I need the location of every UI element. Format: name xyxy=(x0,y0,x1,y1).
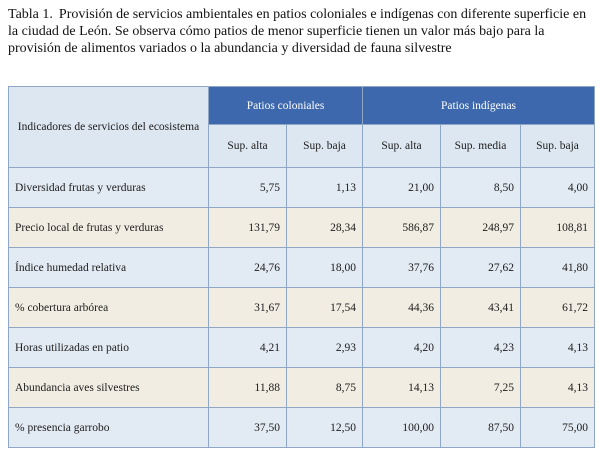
cell-value: 5,75 xyxy=(208,167,287,208)
row-label: % cobertura arbórea xyxy=(8,287,209,328)
cell-value: 21,00 xyxy=(362,167,441,208)
cell-value: 1,13 xyxy=(286,167,363,208)
cell-value: 87,50 xyxy=(440,407,521,448)
cell-value: 41,80 xyxy=(520,247,595,288)
cell-value: 4,23 xyxy=(440,327,521,368)
table-row: % presencia garrobo 37,50 12,50 100,00 8… xyxy=(8,407,595,448)
subheader-indigena-media: Sup. media xyxy=(440,124,521,168)
cell-value: 4,00 xyxy=(520,167,595,208)
cell-value: 24,76 xyxy=(208,247,287,288)
table-row: Precio local de frutas y verduras 131,79… xyxy=(8,207,595,248)
group-header-coloniales: Patios coloniales xyxy=(208,85,363,126)
subheader-colonial-baja: Sup. baja xyxy=(286,124,363,168)
group-header-indigenas: Patios indígenas xyxy=(362,85,595,126)
cell-value: 43,41 xyxy=(440,287,521,328)
subheader-indigena-alta: Sup. alta xyxy=(362,124,441,168)
cell-value: 4,13 xyxy=(520,327,595,368)
cell-value: 4,13 xyxy=(520,367,595,408)
indicator-header: Indicadores de servicios del ecosistema xyxy=(8,86,209,168)
caption-text: Provisión de servicios ambientales en pa… xyxy=(8,7,587,56)
row-label: Precio local de frutas y verduras xyxy=(8,207,209,248)
cell-value: 4,21 xyxy=(208,327,287,368)
table-row: Índice humedad relativa 24,76 18,00 37,7… xyxy=(8,247,595,288)
subheader-indigena-baja: Sup. baja xyxy=(520,124,595,168)
cell-value: 61,72 xyxy=(520,287,595,328)
cell-value: 7,25 xyxy=(440,367,521,408)
cell-value: 12,50 xyxy=(286,407,363,448)
cell-value: 18,00 xyxy=(286,247,363,288)
row-label: % presencia garrobo xyxy=(8,407,209,448)
subheader-colonial-alta: Sup. alta xyxy=(208,124,287,168)
table-row: Abundancia aves silvestres 11,88 8,75 14… xyxy=(8,367,595,408)
cell-value: 4,20 xyxy=(362,327,441,368)
cell-value: 14,13 xyxy=(362,367,441,408)
row-label: Abundancia aves silvestres xyxy=(8,367,209,408)
cell-value: 31,67 xyxy=(208,287,287,328)
table-row: Diversidad frutas y verduras 5,75 1,13 2… xyxy=(8,167,595,208)
table-row: Horas utilizadas en patio 4,21 2,93 4,20… xyxy=(8,327,595,368)
table-row: % cobertura arbórea 31,67 17,54 44,36 43… xyxy=(8,287,595,328)
cell-value: 28,34 xyxy=(286,207,363,248)
cell-value: 75,00 xyxy=(520,407,595,448)
cell-value: 131,79 xyxy=(208,207,287,248)
cell-value: 11,88 xyxy=(208,367,287,408)
cell-value: 37,50 xyxy=(208,407,287,448)
cell-value: 8,75 xyxy=(286,367,363,408)
cell-value: 8,50 xyxy=(440,167,521,208)
cell-value: 248,97 xyxy=(440,207,521,248)
row-label: Índice humedad relativa xyxy=(8,247,209,288)
cell-value: 108,81 xyxy=(520,207,595,248)
row-label: Diversidad frutas y verduras xyxy=(8,167,209,208)
cell-value: 17,54 xyxy=(286,287,363,328)
cell-value: 586,87 xyxy=(362,207,441,248)
table-caption: Tabla 1. Provisión de servicios ambiental… xyxy=(8,6,594,57)
row-label: Horas utilizadas en patio xyxy=(8,327,209,368)
services-table: Indicadores de servicios del ecosistema … xyxy=(8,85,595,448)
cell-value: 37,76 xyxy=(362,247,441,288)
cell-value: 44,36 xyxy=(362,287,441,328)
cell-value: 2,93 xyxy=(286,327,363,368)
caption-label: Tabla 1. xyxy=(8,7,53,22)
cell-value: 100,00 xyxy=(362,407,441,448)
cell-value: 27,62 xyxy=(440,247,521,288)
